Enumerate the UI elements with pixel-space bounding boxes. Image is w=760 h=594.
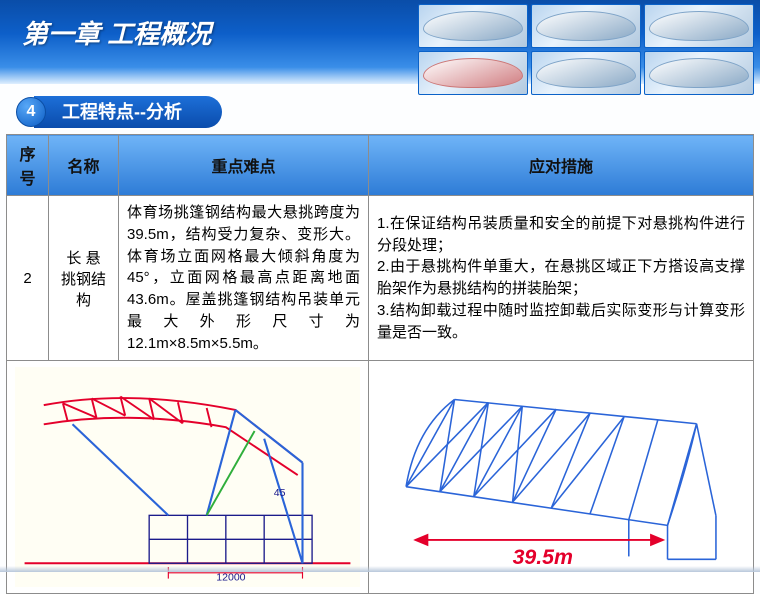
angle-label: 45 — [274, 487, 286, 499]
th-key: 重点难点 — [119, 135, 369, 196]
section-bar: 4 工程特点--分析 — [16, 96, 760, 128]
section-title: 工程特点--分析 — [34, 96, 222, 128]
figure-2-cell: 39.5m — [369, 361, 754, 594]
slide-header: 第一章 工程概况 — [0, 0, 760, 84]
stadium-thumb-2 — [531, 4, 641, 48]
table-header-row: 序号 名称 重点难点 应对措施 — [7, 135, 754, 196]
footer-shadow — [0, 566, 760, 572]
stadium-thumb-1 — [418, 4, 528, 48]
analysis-table: 序号 名称 重点难点 应对措施 2 长 悬 挑钢结构 体育场挑篷钢结构最大悬挑跨… — [6, 134, 754, 594]
base-dim-label: 12000 — [216, 572, 245, 584]
th-measure: 应对措施 — [369, 135, 754, 196]
figure-1-cell: 12000 45 — [7, 361, 369, 594]
th-name: 名称 — [49, 135, 119, 196]
th-idx: 序号 — [7, 135, 49, 196]
roof-frame-diagram: 39.5m — [377, 367, 745, 587]
section-number-badge: 4 — [16, 97, 46, 127]
stadium-thumb-6 — [644, 51, 754, 95]
stadium-thumb-3 — [644, 4, 754, 48]
cell-key: 体育场挑篷钢结构最大悬挑跨度为39.5m，结构受力复杂、变形大。体育场立面网格最… — [119, 196, 369, 361]
stadium-thumb-4 — [418, 51, 528, 95]
cell-idx: 2 — [7, 196, 49, 361]
stadium-thumb-5 — [531, 51, 641, 95]
figure-row: 12000 45 — [7, 361, 754, 594]
thumbnail-strip — [404, 4, 754, 98]
cantilever-section-diagram: 12000 45 — [15, 367, 360, 587]
table-row: 2 长 悬 挑钢结构 体育场挑篷钢结构最大悬挑跨度为39.5m，结构受力复杂、变… — [7, 196, 754, 361]
cell-name: 长 悬 挑钢结构 — [49, 196, 119, 361]
cell-measure: 1.在保证结构吊装质量和安全的前提下对悬挑构件进行分段处理； 2.由于悬挑构件单… — [369, 196, 754, 361]
